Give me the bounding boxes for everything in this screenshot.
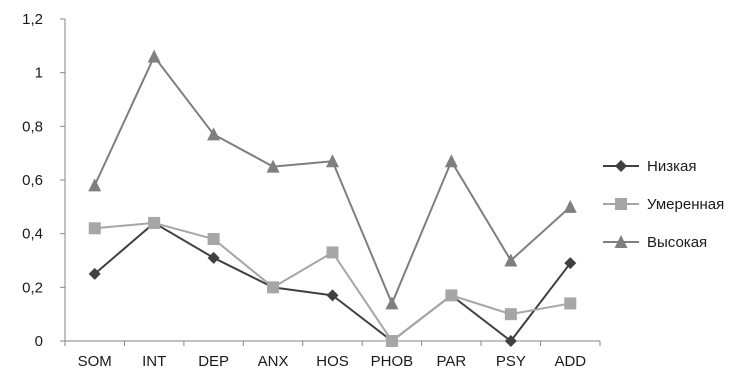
data-point-triangle [266,159,280,173]
legend-label: Умеренная [647,195,725,213]
x-tick-label: PSY [496,353,526,370]
x-tick-label: PHOB [371,353,414,370]
data-point-diamond [207,251,220,264]
y-tick-labels: 0 0,2 0,4 0,6 0,8 1 1,2 [22,11,43,350]
data-point-triangle [385,296,399,310]
legend-marker-square [615,198,627,210]
x-tick-labels: SOM INT DEP ANX HOS PHOB PAR PSY ADD [78,353,587,370]
legend-swatch [603,160,639,172]
legend-swatch [603,198,639,210]
legend-item: Высокая [603,223,751,261]
data-point-square [326,246,339,259]
data-point-triangle [207,127,221,141]
data-point-square [504,308,517,321]
data-point-square [148,216,161,229]
x-tick-label: SOM [78,353,112,370]
x-tick-label: INT [142,353,166,370]
y-tick-label: 0,4 [22,226,43,243]
y-tick-label: 0,6 [22,172,43,189]
data-point-triangle [147,49,161,63]
data-point-diamond [564,257,577,270]
x-tick-label: DEP [198,353,229,370]
data-point-triangle [504,253,518,267]
series-markers [88,49,577,347]
legend-item: Умеренная [603,185,751,223]
data-point-square [88,222,101,235]
y-tick-label: 1 [35,65,43,82]
data-point-diamond [504,335,517,347]
legend: Низкая Умеренная Высокая [603,147,751,261]
legend-label: Низкая [647,157,697,175]
legend-item: Низкая [603,147,751,185]
legend-label: Высокая [647,233,708,251]
y-tick-label: 0 [35,333,43,350]
series-line-triangle [93,55,571,305]
legend-marker-triangle [614,235,628,248]
legend-swatch [603,235,639,248]
data-point-triangle [563,199,577,213]
y-tick-label: 0,8 [22,118,43,135]
data-point-square [385,335,398,347]
data-point-triangle [444,154,458,168]
data-point-triangle [88,178,102,192]
x-tick-label: ADD [554,353,586,370]
data-point-square [564,297,577,310]
x-tick-label: PAR [437,353,467,370]
y-tick-label: 1,2 [22,11,43,28]
y-tick-label: 0,2 [22,279,43,296]
data-point-diamond [326,289,339,302]
data-point-square [267,281,280,294]
legend-marker-diamond [615,160,627,172]
data-point-triangle [326,154,339,168]
data-point-diamond [88,267,101,280]
x-tick-label: HOS [316,353,349,370]
data-point-square [207,233,220,246]
data-point-square [445,289,458,302]
x-tick-label: ANX [258,353,289,370]
